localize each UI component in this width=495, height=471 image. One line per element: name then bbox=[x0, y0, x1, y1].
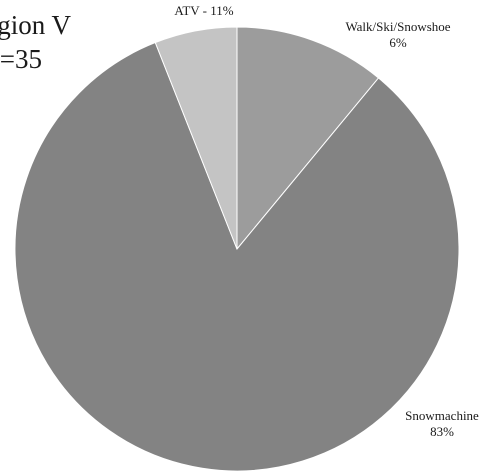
slice-label-atv: ATV - 11% bbox=[174, 3, 233, 18]
slice-label-line: 83% bbox=[430, 424, 454, 439]
slice-label-walk-ski-snowshoe: Walk/Ski/Snowshoe 6% bbox=[345, 19, 450, 50]
pie-slice-walk-ski-snowshoe bbox=[236, 26, 380, 251]
chart-title: Region V n=35 bbox=[0, 8, 71, 76]
slice-label-snowmachine: Snowmachine 83% bbox=[405, 408, 479, 439]
chart-title-line2: n=35 bbox=[0, 44, 42, 74]
pie-slice-snowmachine bbox=[14, 41, 460, 471]
slice-label-line: Walk/Ski/Snowshoe bbox=[345, 19, 450, 34]
chart-title-line1: Region V bbox=[0, 10, 71, 40]
slice-label-line: 6% bbox=[389, 35, 407, 50]
pie-slice-atv bbox=[154, 26, 238, 250]
slice-label-line: Snowmachine bbox=[405, 408, 479, 423]
slice-label-line: ATV - 11% bbox=[174, 3, 233, 18]
